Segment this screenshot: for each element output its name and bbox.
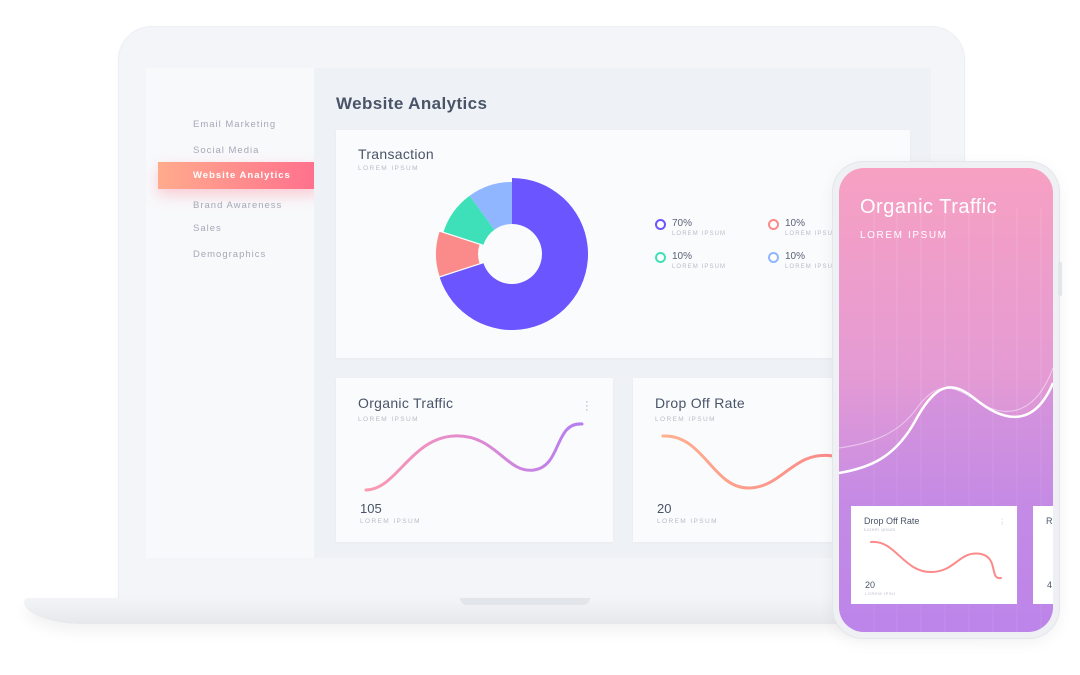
sidebar-item-social-media[interactable]: Social Media bbox=[193, 145, 260, 156]
transaction-card: Transaction LOREM IPSUM 70% LOREM IPSUM … bbox=[336, 130, 910, 358]
laptop-notch bbox=[460, 598, 590, 605]
legend-marker bbox=[768, 219, 779, 230]
organic-traffic-value-label: LOREM IPSUM bbox=[360, 518, 421, 525]
sidebar: Email Marketing Social Media Website Ana… bbox=[146, 68, 320, 558]
legend-marker bbox=[655, 219, 666, 230]
drop-off-value: 20 bbox=[657, 501, 672, 516]
organic-traffic-sparkline bbox=[364, 422, 584, 492]
drop-off-subtitle: LOREM IPSUM bbox=[655, 416, 716, 423]
sidebar-item-demographics[interactable]: Demographics bbox=[193, 249, 267, 260]
laptop-screen: Email Marketing Social Media Website Ana… bbox=[146, 68, 931, 558]
phone-card-value-label: LOREM IPSU bbox=[865, 591, 896, 596]
donut-slice bbox=[436, 231, 480, 277]
legend-marker bbox=[655, 252, 666, 263]
donut-slice bbox=[469, 182, 512, 230]
legend-value: 10% bbox=[785, 251, 806, 262]
phone-second-card-value: 4 bbox=[1047, 580, 1053, 590]
phone-subtitle: LOREM IPSUM bbox=[860, 230, 948, 241]
more-options-icon[interactable]: · · · bbox=[585, 396, 589, 416]
legend-label: LOREM IPSUM bbox=[785, 264, 840, 270]
legend-value: 10% bbox=[785, 218, 806, 229]
phone-title: Organic Traffic bbox=[860, 196, 998, 218]
phone-second-card: R 4 bbox=[1033, 506, 1053, 604]
legend-value: 70% bbox=[672, 218, 693, 229]
sidebar-item-email-marketing[interactable]: Email Marketing bbox=[193, 119, 277, 130]
sidebar-item-brand-awareness[interactable]: Brand Awareness bbox=[193, 200, 283, 211]
transaction-title: Transaction bbox=[358, 146, 434, 162]
legend-label: LOREM IPSUM bbox=[672, 264, 727, 270]
phone-card-subtitle: Lorem ipsum bbox=[864, 527, 896, 532]
drop-off-sparkline bbox=[661, 434, 835, 490]
transaction-subtitle: LOREM IPSUM bbox=[358, 165, 419, 172]
sidebar-item-website-analytics[interactable]: Website Analytics bbox=[158, 162, 320, 189]
phone-grid bbox=[873, 208, 1042, 632]
phone-screen: Organic Traffic LOREM IPSUM Drop Off Rat… bbox=[839, 168, 1053, 632]
phone-drop-off-sparkline bbox=[870, 540, 1002, 580]
sidebar-item-label: Website Analytics bbox=[193, 170, 291, 181]
phone-second-card-title: R bbox=[1046, 516, 1053, 526]
phone-card-title: Drop Off Rate bbox=[864, 516, 920, 526]
phone-drop-off-card: Drop Off Rate Lorem ipsum · · · 20 LOREM I… bbox=[851, 506, 1017, 604]
donut-slice bbox=[439, 178, 588, 330]
organic-traffic-value: 105 bbox=[360, 501, 382, 516]
more-options-icon[interactable]: · · · bbox=[1001, 516, 1004, 528]
legend-label: LOREM IPSUM bbox=[785, 231, 840, 237]
donut-slice bbox=[443, 195, 495, 245]
organic-traffic-card: Organic Traffic LOREM IPSUM · · · 105 LORE… bbox=[336, 378, 613, 542]
donut-hole bbox=[483, 225, 541, 283]
organic-traffic-title: Organic Traffic bbox=[358, 395, 454, 411]
legend-value: 10% bbox=[672, 251, 693, 262]
sidebar-item-sales[interactable]: Sales bbox=[193, 223, 222, 234]
organic-traffic-subtitle: LOREM IPSUM bbox=[358, 416, 419, 423]
drop-off-value-label: LOREM IPSUM bbox=[657, 518, 718, 525]
legend-label: LOREM IPSUM bbox=[672, 231, 727, 237]
donut-chart bbox=[436, 178, 588, 330]
drop-off-title: Drop Off Rate bbox=[655, 395, 746, 411]
phone-side-button bbox=[1058, 262, 1062, 296]
legend-marker bbox=[768, 252, 779, 263]
phone-card-value: 20 bbox=[865, 580, 876, 590]
page-title: Website Analytics bbox=[336, 94, 488, 113]
